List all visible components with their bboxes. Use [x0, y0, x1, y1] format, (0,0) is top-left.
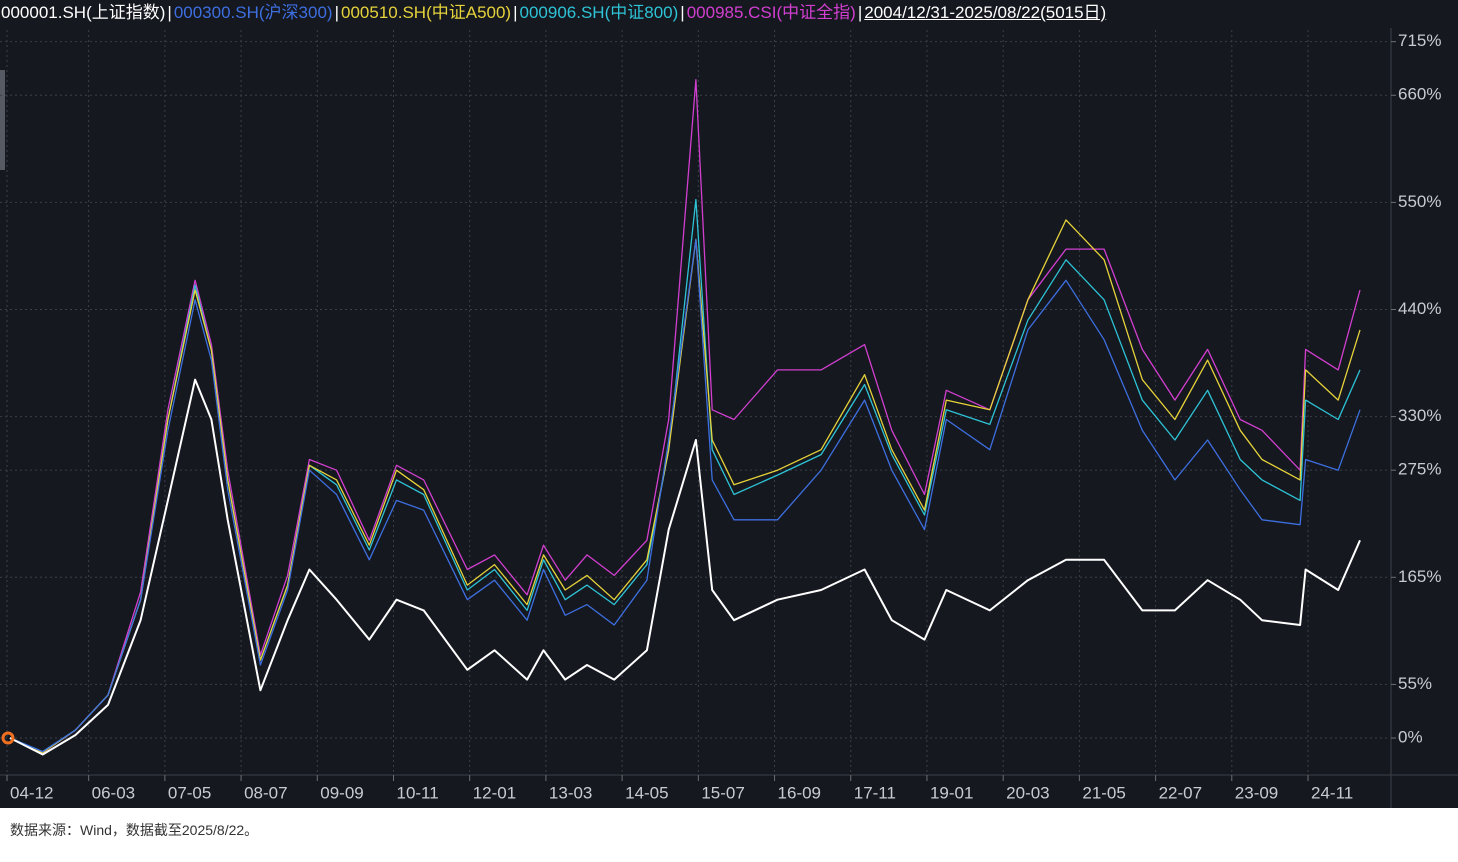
- date-range: 2004/12/31-2025/08/22(5015日): [864, 3, 1107, 22]
- x-tick-label: 17-11: [854, 783, 896, 802]
- y-tick-label: 440%: [1398, 299, 1441, 318]
- source-note: 数据来源：Wind，数据截至2025/8/22。: [10, 822, 259, 838]
- x-tick-label: 20-03: [1006, 783, 1049, 802]
- legend-entry: 000510.SH(中证A500): [341, 3, 512, 22]
- x-tick-label: 24-11: [1311, 783, 1353, 802]
- plot-background: [0, 28, 1458, 808]
- x-tick-label: 15-07: [701, 783, 744, 802]
- legend-separator: |: [857, 3, 863, 22]
- x-tick-label: 07-05: [168, 783, 211, 802]
- x-tick-label: 13-03: [549, 783, 592, 802]
- series-line: [9, 79, 1361, 754]
- legend-entry: 000906.SH(中证800): [519, 3, 679, 22]
- legend-separator: |: [334, 3, 339, 22]
- x-tick-label: 09-09: [320, 783, 363, 802]
- y-tick-label: 715%: [1398, 31, 1441, 50]
- x-tick-label: 23-09: [1235, 783, 1278, 802]
- x-tick-label: 06-03: [92, 783, 135, 802]
- legend-separator: |: [167, 3, 172, 22]
- y-tick-label: 330%: [1398, 406, 1441, 425]
- legend-entry: 000001.SH(上证指数): [1, 3, 166, 22]
- y-tick-label: 165%: [1398, 567, 1441, 586]
- x-tick-label: 14-05: [625, 783, 668, 802]
- y-tick-label: 0%: [1398, 727, 1423, 746]
- y-tick-label: 550%: [1398, 192, 1441, 211]
- legend-separator: |: [513, 3, 518, 22]
- y-tick-label: 660%: [1398, 85, 1441, 104]
- series-line: [9, 378, 1361, 756]
- x-tick-label: 19-01: [930, 783, 973, 802]
- legend-entry: 000300.SH(沪深300): [173, 3, 333, 22]
- legend-entry: 000985.CSI(中证全指): [686, 3, 856, 22]
- scrollbar: [0, 70, 5, 170]
- legend-separator: |: [680, 3, 685, 22]
- x-tick-label: 04-12: [10, 783, 53, 802]
- x-tick-label: 08-07: [244, 783, 287, 802]
- y-tick-label: 275%: [1398, 460, 1441, 479]
- chart: 0% 55% 165% 275% 330% 440% 550% 660% 715% 04-12 06…: [0, 28, 1458, 808]
- series-line: [9, 219, 1361, 754]
- series-line: [9, 238, 1361, 753]
- x-tick-label: 16-09: [778, 783, 821, 802]
- x-tick-label: 12-01: [473, 783, 516, 802]
- legend: 000001.SH(上证指数) | 000300.SH(沪深300) | 000510.…: [0, 0, 1458, 28]
- x-tick-label: 22-07: [1159, 783, 1202, 802]
- x-tick-label: 10-11: [396, 783, 438, 802]
- x-tick-label: 21-05: [1082, 783, 1125, 802]
- y-tick-label: 55%: [1398, 674, 1432, 693]
- start-marker: [1, 731, 15, 745]
